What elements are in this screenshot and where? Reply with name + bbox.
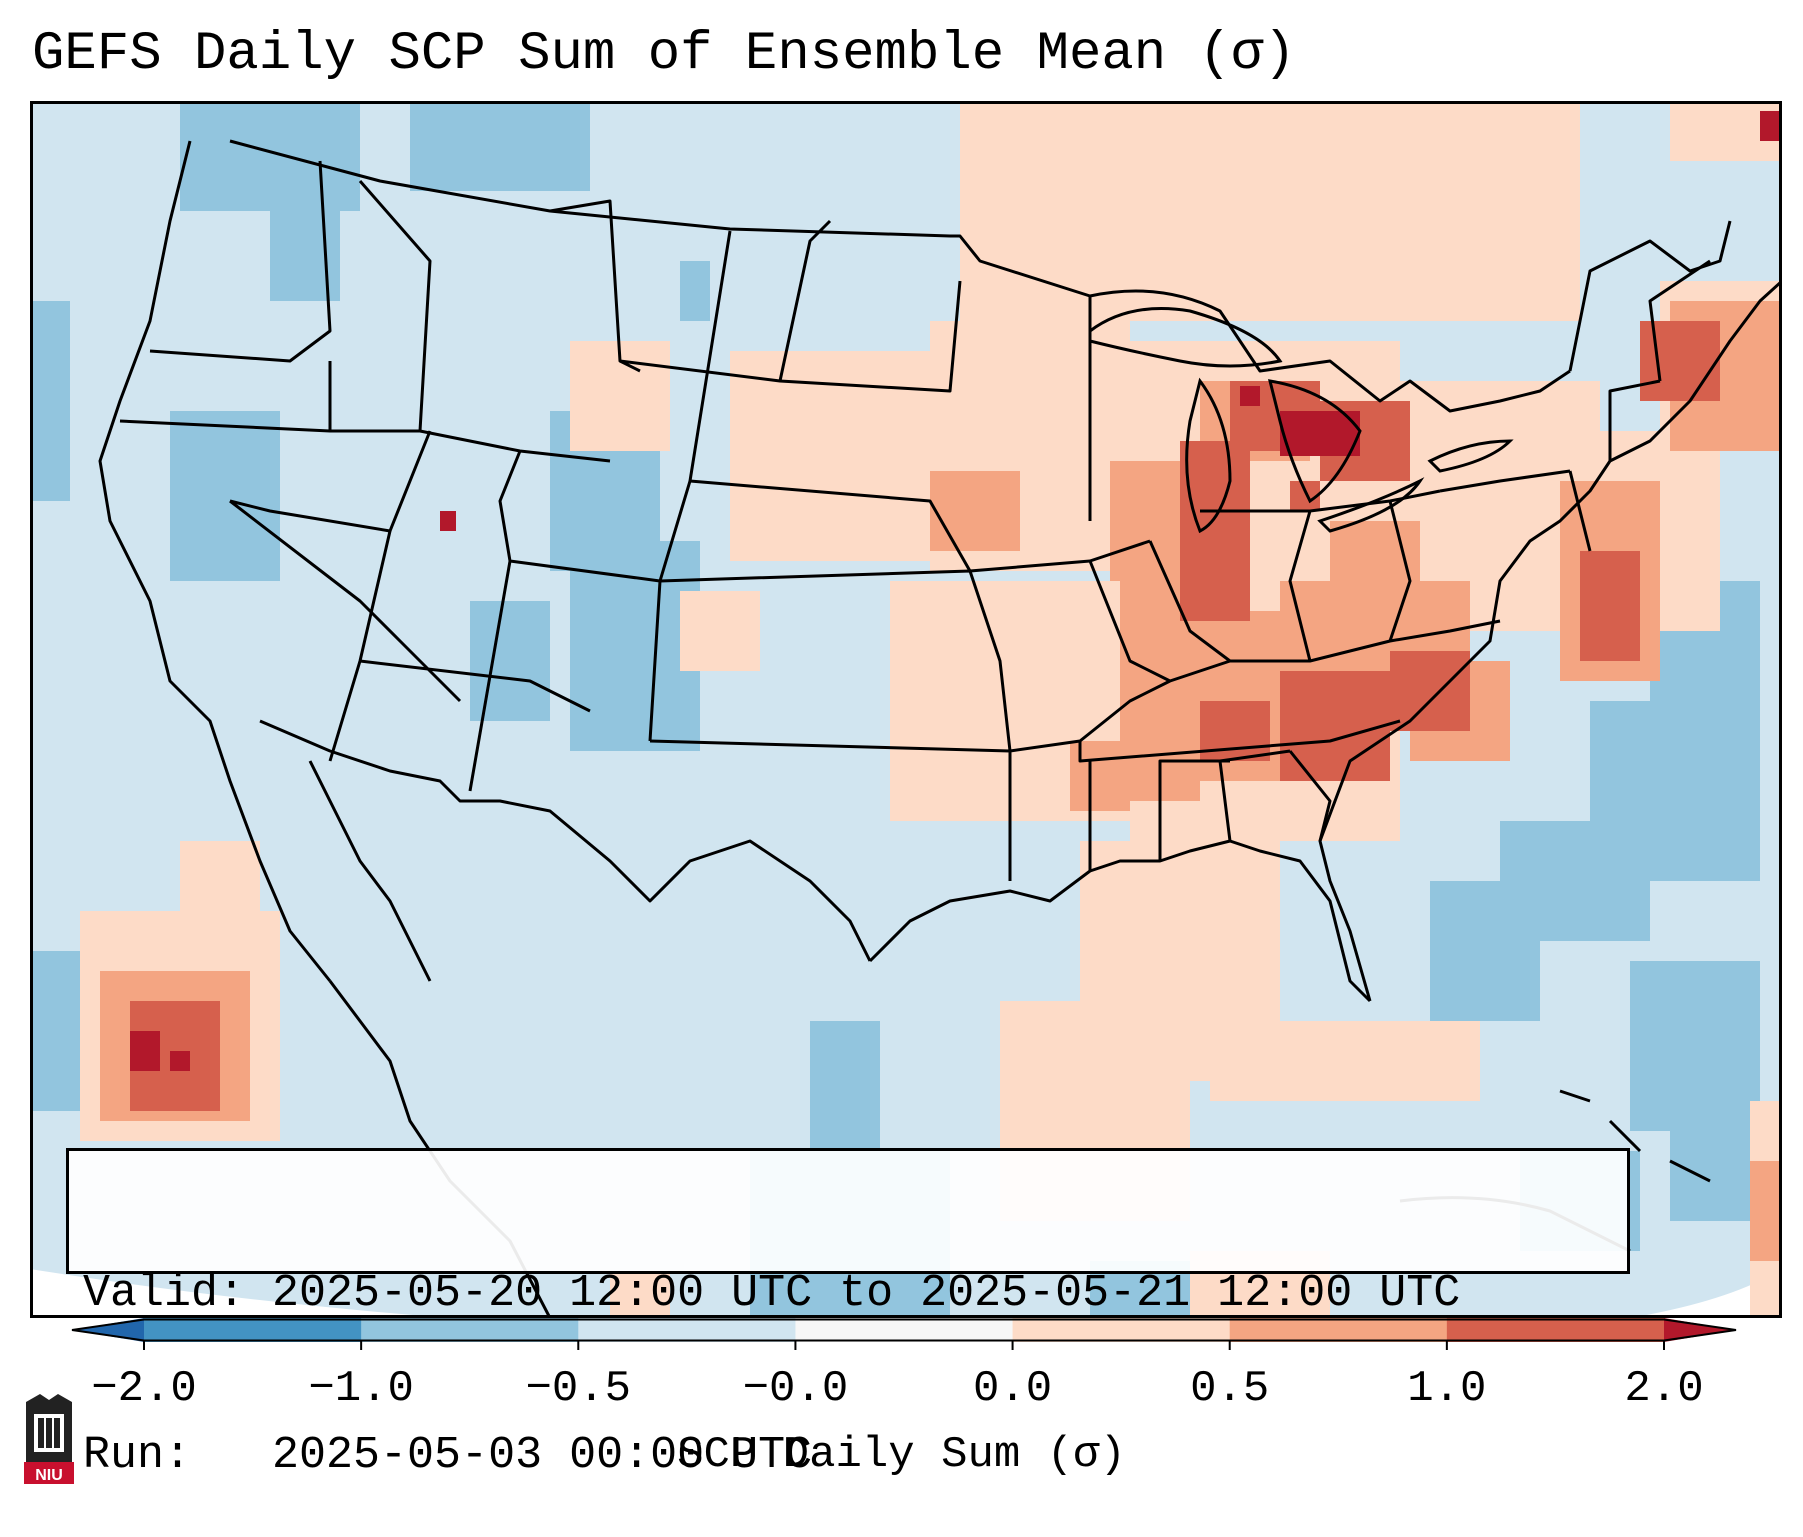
outside-projection-area <box>1630 1269 1782 1318</box>
colorbar-segment <box>578 1318 796 1342</box>
extreme-positive-patches <box>130 111 1782 1071</box>
lake-erie <box>1317 477 1425 533</box>
colorbar-segment <box>1446 1318 1665 1342</box>
colorbar-extend-min <box>72 1318 144 1342</box>
colorbar-tick-label: −2.0 <box>91 1364 197 1414</box>
valid-time-text: Valid: 2025-05-20 12:00 UTC to 2025-05-2… <box>83 1268 1461 1319</box>
run-time-text: Run: 2025-05-03 00:00 UTC <box>83 1430 813 1481</box>
canada-maritime-border <box>1568 220 1732 372</box>
niu-logo-icon: NIU <box>20 1392 78 1486</box>
baja-peninsula <box>308 760 432 982</box>
canada-east-border <box>1089 289 1571 413</box>
colorbar-segment <box>361 1318 579 1342</box>
east-coast <box>1318 279 1782 1002</box>
lake-michigan <box>1185 377 1232 534</box>
colorbar-tick-label: −1.0 <box>308 1364 414 1414</box>
colorbar-tick-label: −0.0 <box>742 1364 849 1414</box>
colorbar-outline <box>71 1318 1737 1342</box>
colorbar-tick-label: 0.5 <box>1190 1364 1270 1414</box>
colorbar-svg <box>71 1318 1737 1350</box>
lake-superior <box>1088 307 1283 368</box>
map-frame <box>30 101 1782 1318</box>
us-mexico-border <box>259 719 872 962</box>
colorbar-tick-label: 2.0 <box>1624 1364 1704 1414</box>
scp-map <box>30 101 1782 1318</box>
lake-huron <box>1267 379 1362 504</box>
west-coast <box>98 140 332 982</box>
colorbar-tick-label: 1.0 <box>1407 1364 1487 1414</box>
great-lakes <box>1088 307 1514 534</box>
colorbar-tick-label: 0.0 <box>972 1364 1053 1414</box>
lake-ontario <box>1427 439 1514 473</box>
map-panel <box>30 101 1782 1318</box>
logo-text: NIU <box>35 1467 63 1484</box>
colorbar-label: SCP Daily Sum (σ) <box>677 1430 1126 1480</box>
colorbar <box>71 1318 1737 1350</box>
colorbar-segment <box>1012 1318 1231 1342</box>
colorbar-segment <box>795 1318 1014 1342</box>
colorbar-tick-label: −0.5 <box>525 1364 632 1414</box>
colorbar-segment <box>1229 1318 1448 1342</box>
valid-run-info-box: Valid: 2025-05-20 12:00 UTC to 2025-05-2… <box>66 1148 1630 1481</box>
page-title: GEFS Daily SCP Sum of Ensemble Mean (σ) <box>32 24 1296 85</box>
us-canada-border <box>229 139 1091 298</box>
colorbar-extend-max <box>1664 1318 1736 1342</box>
colorbar-segment <box>144 1318 362 1342</box>
outside-projection-area <box>30 1269 450 1318</box>
